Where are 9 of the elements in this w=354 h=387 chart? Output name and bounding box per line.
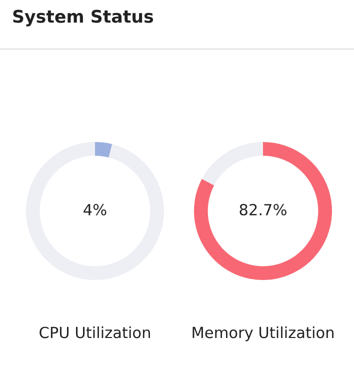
text: 4% — [84, 204, 106, 216]
text: 82.7% — [240, 204, 286, 216]
donut-slice — [202, 142, 263, 186]
chart-title: System Status — [13, 10, 154, 26]
donut-slice — [95, 142, 112, 158]
text: CPU Utilization — [40, 326, 150, 338]
donut-slice — [26, 142, 164, 280]
donut-slice — [194, 142, 332, 280]
text: Memory Utilization — [192, 326, 334, 342]
